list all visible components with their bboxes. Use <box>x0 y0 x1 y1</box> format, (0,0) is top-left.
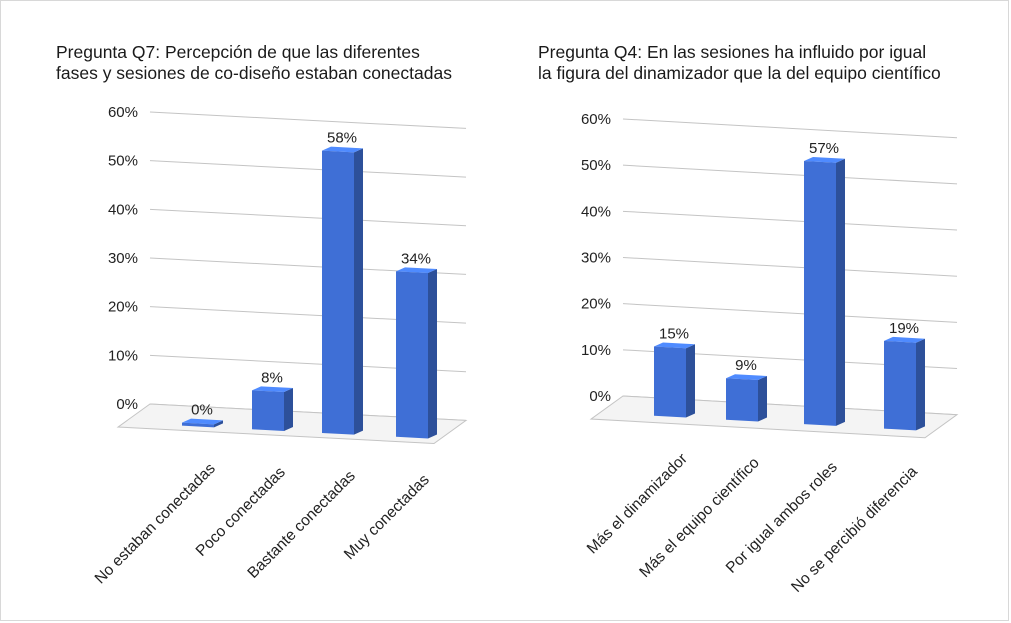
data-label: 34% <box>401 250 431 267</box>
bar-top <box>804 156 845 163</box>
data-label: 9% <box>735 357 757 374</box>
bar-front <box>726 378 758 422</box>
bar-side <box>836 158 845 426</box>
data-label: 19% <box>889 320 919 337</box>
bar-top <box>396 267 437 273</box>
y-tick-label: 20% <box>581 296 611 313</box>
chart-plot-area: 0% 10% 20% 30% 40% 50% 60% 0% No estaban conecta… <box>92 104 468 587</box>
bar-front <box>654 346 686 418</box>
bar-front <box>884 340 916 431</box>
y-tick-label: 30% <box>581 250 611 267</box>
bar <box>396 267 437 439</box>
chart-title-line-2: fases y sesiones de co-diseño estaban co… <box>56 63 452 83</box>
chart-q4: Pregunta Q4: En las sesiones ha influido… <box>510 0 1011 623</box>
chart-title-line-1: Pregunta Q7: Percepción de que las difer… <box>56 42 420 62</box>
y-tick-label: 10% <box>108 347 138 364</box>
bar-side <box>686 344 695 418</box>
bar-side <box>214 420 223 428</box>
bar <box>804 156 845 426</box>
bar <box>654 342 695 418</box>
y-tick-label: 40% <box>108 201 138 218</box>
bar <box>726 374 767 422</box>
bar-side <box>354 148 363 435</box>
bar <box>322 146 363 435</box>
bar-top <box>726 374 767 381</box>
gridline <box>622 210 958 231</box>
y-tick-label: 30% <box>108 250 138 267</box>
bar-side <box>758 376 767 422</box>
chart-plot-area: 0%10%20%30%40%50%60%15%Más el dinamizado… <box>581 111 959 596</box>
gridline <box>149 208 467 227</box>
bar-top <box>884 336 925 343</box>
bar-top <box>654 342 695 349</box>
data-label: 15% <box>659 325 689 342</box>
y-tick-label: 60% <box>581 111 611 128</box>
y-tick-label: 10% <box>581 342 611 359</box>
data-label: 57% <box>809 140 839 157</box>
data-label: 0% <box>191 402 213 419</box>
bar-top <box>322 146 363 153</box>
y-tick-label: 0% <box>116 396 138 413</box>
data-label: 58% <box>327 130 357 147</box>
bar-side <box>284 388 293 431</box>
chart-q7: Pregunta Q7: Percepción de que las difer… <box>56 42 468 587</box>
gridline <box>622 164 958 185</box>
y-tick-label: 20% <box>108 299 138 316</box>
chart-title: Pregunta Q7: Percepción de que las difer… <box>56 42 452 84</box>
bar <box>252 386 293 431</box>
bar-side <box>916 338 925 431</box>
bar-front <box>252 390 284 431</box>
y-tick-label: 60% <box>108 104 138 121</box>
bar-side <box>428 268 437 439</box>
bar <box>884 336 925 431</box>
bar-top <box>252 386 293 393</box>
gridline <box>149 160 467 178</box>
gridline <box>622 118 958 139</box>
bar <box>182 418 223 428</box>
category-label: No estaban conectadas <box>92 460 219 587</box>
bar-front <box>322 150 354 435</box>
y-tick-label: 40% <box>581 203 611 220</box>
gridline <box>622 303 958 323</box>
category-label: Muy conectadas <box>341 471 433 563</box>
data-label: 8% <box>261 369 283 386</box>
chart-title: Pregunta Q4: En las sesiones ha influido… <box>538 42 941 84</box>
gridline <box>149 111 467 129</box>
y-tick-label: 50% <box>581 157 611 174</box>
bar-front <box>804 160 836 426</box>
y-tick-label: 0% <box>589 388 611 405</box>
bar-top <box>182 418 223 425</box>
chart-title-line-1: Pregunta Q4: En las sesiones ha influido… <box>538 42 927 62</box>
bar-front <box>182 422 214 428</box>
gridline <box>622 257 958 277</box>
chart-title-line-2: la figura del dinamizador que la del equ… <box>538 63 941 83</box>
bar-front <box>396 271 428 439</box>
y-tick-label: 50% <box>108 153 138 170</box>
